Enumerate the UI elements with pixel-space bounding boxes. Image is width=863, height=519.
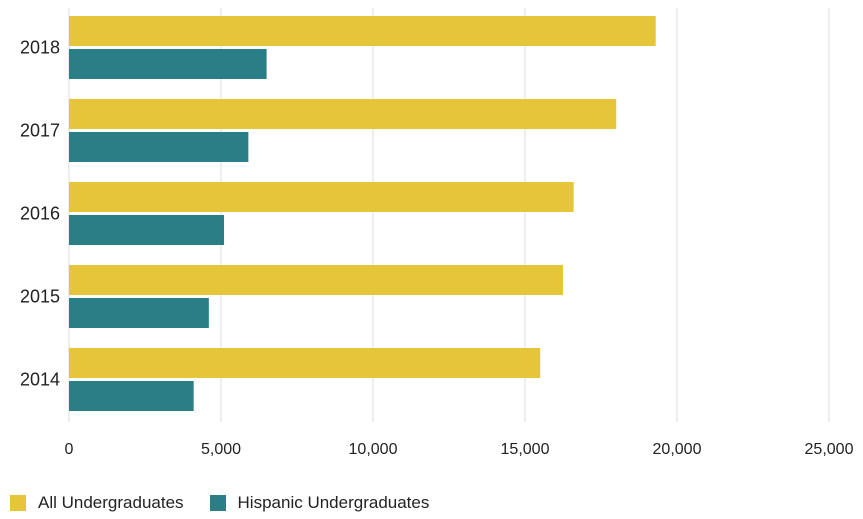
- x-tick-label: 15,000: [501, 441, 550, 458]
- category-label: 2016: [20, 204, 60, 224]
- x-tick-label: 5,000: [201, 441, 241, 458]
- legend-swatch-all-undergraduates: [10, 495, 26, 511]
- bar-all-undergraduates-2016: [69, 182, 574, 212]
- bar-hispanic-undergraduates-2018: [69, 49, 267, 79]
- bar-chart: 2018 2017 2016 2015 2014 0 5,000 10,000 15,000 2…: [20, 8, 854, 458]
- legend-item-hispanic-undergraduates: Hispanic Undergraduates: [209, 493, 430, 513]
- legend-swatch-hispanic-undergraduates: [209, 495, 226, 511]
- legend-item-all-undergraduates: All Undergraduates: [10, 493, 184, 513]
- category-label: 2015: [20, 287, 60, 307]
- bar-hispanic-undergraduates-2014: [69, 381, 194, 411]
- bar-hispanic-undergraduates-2015: [69, 298, 209, 328]
- x-tick-labels: 0 5,000 10,000 15,000 20,000 25,000: [65, 441, 854, 458]
- bars: [69, 16, 656, 411]
- bar-all-undergraduates-2018: [69, 16, 656, 46]
- category-label: 2017: [20, 121, 60, 141]
- bar-all-undergraduates-2017: [69, 99, 617, 129]
- legend-label-all-undergraduates: All Undergraduates: [38, 493, 184, 512]
- bar-hispanic-undergraduates-2016: [69, 215, 225, 245]
- category-labels: 2018 2017 2016 2015 2014: [20, 38, 60, 390]
- category-label: 2018: [20, 38, 60, 58]
- x-tick-label: 0: [65, 441, 74, 458]
- legend: All Undergraduates Hispanic Undergraduat…: [10, 493, 455, 513]
- x-tick-label: 10,000: [349, 441, 398, 458]
- bar-all-undergraduates-2015: [69, 265, 563, 295]
- legend-label-hispanic-undergraduates: Hispanic Undergraduates: [237, 493, 430, 512]
- category-label: 2014: [20, 370, 60, 390]
- x-tick-label: 25,000: [805, 441, 854, 458]
- x-tick-label: 20,000: [653, 441, 702, 458]
- bar-all-undergraduates-2014: [69, 348, 541, 378]
- bar-hispanic-undergraduates-2017: [69, 132, 249, 162]
